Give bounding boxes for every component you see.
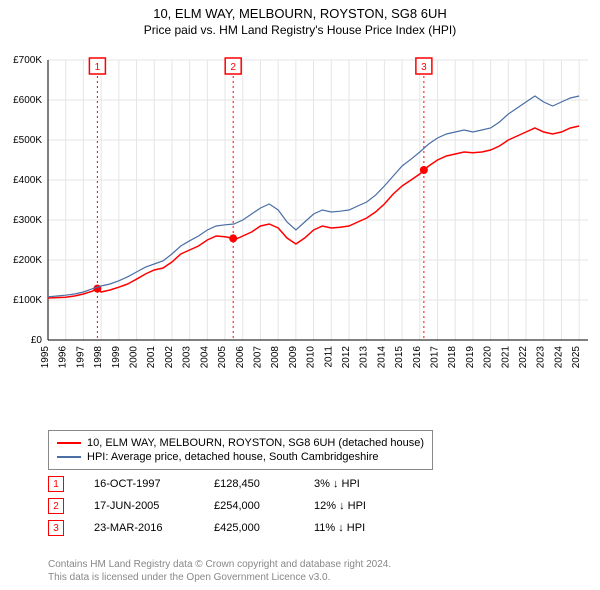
svg-text:2: 2 — [230, 62, 236, 73]
sale-row: 3 23-MAR-2016 £425,000 11% ↓ HPI — [48, 520, 404, 536]
svg-text:2023: 2023 — [536, 346, 547, 369]
svg-text:£0: £0 — [31, 335, 43, 346]
sale-price: £254,000 — [214, 500, 284, 512]
sale-price: £128,450 — [214, 478, 284, 490]
price-chart: £0£100K£200K£300K£400K£500K£600K£700K199… — [48, 50, 588, 380]
chart-subtitle: Price paid vs. HM Land Registry's House … — [0, 21, 600, 37]
legend-label-property: 10, ELM WAY, MELBOURN, ROYSTON, SG8 6UH … — [87, 437, 424, 449]
legend-swatch-property — [57, 442, 81, 444]
svg-text:2015: 2015 — [394, 346, 405, 369]
svg-text:£200K: £200K — [13, 255, 42, 266]
svg-text:2017: 2017 — [430, 346, 441, 369]
svg-text:2008: 2008 — [270, 346, 281, 369]
svg-text:£100K: £100K — [13, 295, 42, 306]
sales-table: 1 16-OCT-1997 £128,450 3% ↓ HPI 2 17-JUN… — [48, 470, 404, 542]
svg-text:2006: 2006 — [235, 346, 246, 369]
legend-item-property: 10, ELM WAY, MELBOURN, ROYSTON, SG8 6UH … — [57, 437, 424, 449]
svg-text:2022: 2022 — [518, 346, 529, 369]
svg-text:2012: 2012 — [341, 346, 352, 369]
sale-marker-box: 2 — [48, 498, 64, 514]
svg-text:£600K: £600K — [13, 95, 42, 106]
svg-text:1999: 1999 — [111, 346, 122, 369]
chart-title: 10, ELM WAY, MELBOURN, ROYSTON, SG8 6UH — [0, 0, 600, 21]
svg-text:1998: 1998 — [93, 346, 104, 369]
svg-text:2025: 2025 — [571, 346, 582, 369]
svg-text:2011: 2011 — [323, 346, 334, 368]
attribution: Contains HM Land Registry data © Crown c… — [48, 558, 391, 584]
sale-row: 2 17-JUN-2005 £254,000 12% ↓ HPI — [48, 498, 404, 514]
svg-text:2002: 2002 — [164, 346, 175, 369]
svg-text:£300K: £300K — [13, 215, 42, 226]
svg-text:1997: 1997 — [75, 346, 86, 369]
svg-text:2024: 2024 — [553, 346, 564, 369]
sale-date: 17-JUN-2005 — [94, 500, 184, 512]
svg-text:2014: 2014 — [376, 346, 387, 369]
sale-marker-box: 3 — [48, 520, 64, 536]
attribution-line1: Contains HM Land Registry data © Crown c… — [48, 558, 391, 571]
legend-swatch-hpi — [57, 456, 81, 458]
svg-text:2007: 2007 — [252, 346, 263, 369]
svg-text:1996: 1996 — [58, 346, 69, 369]
svg-text:2009: 2009 — [288, 346, 299, 369]
sale-pct: 12% ↓ HPI — [314, 500, 404, 512]
svg-text:2000: 2000 — [129, 346, 140, 369]
svg-text:2005: 2005 — [217, 346, 228, 369]
svg-text:2019: 2019 — [465, 346, 476, 369]
svg-text:2016: 2016 — [412, 346, 423, 369]
sale-marker-box: 1 — [48, 476, 64, 492]
legend: 10, ELM WAY, MELBOURN, ROYSTON, SG8 6UH … — [48, 430, 433, 470]
sale-price: £425,000 — [214, 522, 284, 534]
svg-text:2021: 2021 — [500, 346, 511, 369]
sale-date: 16-OCT-1997 — [94, 478, 184, 490]
svg-text:2001: 2001 — [146, 346, 157, 369]
svg-text:£400K: £400K — [13, 175, 42, 186]
sale-pct: 3% ↓ HPI — [314, 478, 404, 490]
attribution-line2: This data is licensed under the Open Gov… — [48, 571, 391, 584]
svg-text:2020: 2020 — [483, 346, 494, 369]
sale-date: 23-MAR-2016 — [94, 522, 184, 534]
svg-text:£500K: £500K — [13, 135, 42, 146]
svg-text:2010: 2010 — [306, 346, 317, 369]
svg-text:1995: 1995 — [40, 346, 51, 369]
svg-text:2013: 2013 — [359, 346, 370, 369]
svg-text:1: 1 — [95, 62, 101, 73]
svg-text:£700K: £700K — [13, 55, 42, 66]
legend-item-hpi: HPI: Average price, detached house, Sout… — [57, 451, 424, 463]
svg-text:2004: 2004 — [199, 346, 210, 369]
sale-row: 1 16-OCT-1997 £128,450 3% ↓ HPI — [48, 476, 404, 492]
svg-text:2003: 2003 — [182, 346, 193, 369]
svg-text:3: 3 — [421, 62, 427, 73]
sale-pct: 11% ↓ HPI — [314, 522, 404, 534]
legend-label-hpi: HPI: Average price, detached house, Sout… — [87, 451, 378, 463]
svg-text:2018: 2018 — [447, 346, 458, 369]
